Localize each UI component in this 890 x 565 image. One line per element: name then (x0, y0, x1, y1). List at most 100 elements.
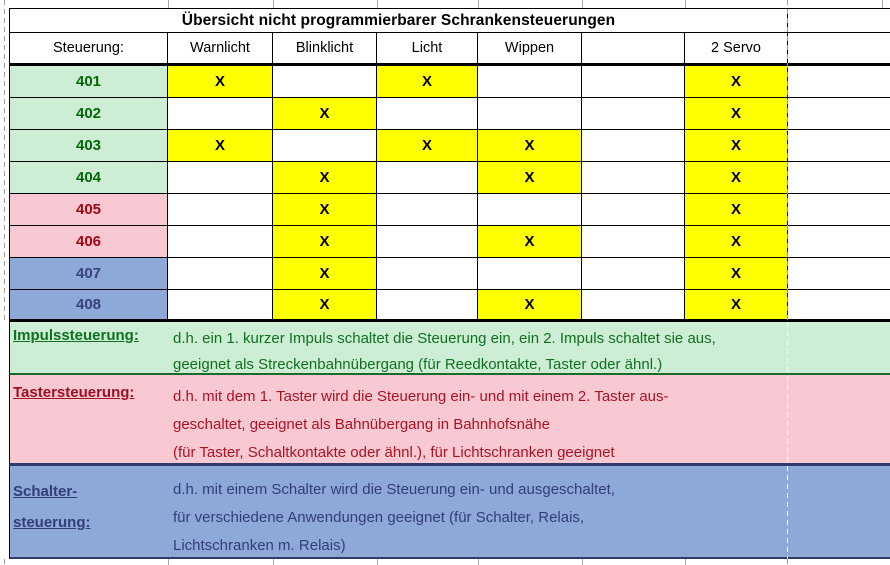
tail-cell (788, 9, 890, 32)
mark-cell[interactable] (582, 290, 685, 319)
mark-cell[interactable] (478, 194, 582, 225)
mark-cell[interactable] (582, 66, 685, 97)
page-break-line-right (787, 322, 788, 559)
mark-cell[interactable]: X (478, 226, 582, 257)
legend-taster-line3: (für Taster, Schaltkontakte oder ähnl.),… (173, 444, 615, 461)
mark-cell[interactable]: X (377, 130, 478, 161)
table-row-406: 406 X X X (9, 226, 890, 258)
header-cell-wippen[interactable]: Wippen (478, 33, 582, 63)
mark-cell[interactable]: X (273, 290, 377, 319)
legend-taster-line2: geschaltet, geeignet als Bahnübergang in… (173, 416, 550, 433)
legend-impulssteuerung[interactable]: Impulssteuerung: d.h. ein 1. kurzer Impu… (9, 322, 890, 375)
mark-cell[interactable] (168, 98, 273, 129)
mark-cell[interactable]: X (478, 290, 582, 319)
gridline (582, 559, 583, 565)
mark-cell[interactable] (478, 98, 582, 129)
row-id-cell[interactable]: 407 (9, 258, 168, 289)
mark-cell[interactable]: X (377, 66, 478, 97)
page-break-line-left (4, 559, 5, 565)
page-break-line-right (787, 0, 788, 322)
mark-cell[interactable] (168, 162, 273, 193)
mark-cell[interactable] (168, 194, 273, 225)
mark-cell[interactable] (273, 130, 377, 161)
header-cell-blinklicht[interactable]: Blinklicht (273, 33, 377, 63)
mark-cell[interactable] (168, 258, 273, 289)
row-id-cell[interactable]: 401 (9, 66, 168, 97)
header-cell-2servo[interactable]: 2 Servo (685, 33, 788, 63)
header-cell-licht[interactable]: Licht (377, 33, 478, 63)
barrier-control-table: Übersicht nicht programmierbarer Schrank… (9, 8, 890, 559)
tail-cell (788, 130, 890, 161)
legend-impuls-text: d.h. ein 1. kurzer Impuls schaltet die S… (173, 322, 716, 378)
mark-cell[interactable]: X (685, 194, 788, 225)
legend-schaltersteuerung[interactable]: Schalter- steuerung: d.h. mit einem Scha… (9, 466, 890, 559)
gridline (582, 0, 583, 8)
mark-cell[interactable]: X (685, 290, 788, 319)
table-row-407: 407 X X (9, 258, 890, 290)
mark-cell[interactable]: X (273, 226, 377, 257)
tail-cell (788, 226, 890, 257)
page-title[interactable]: Übersicht nicht programmierbarer Schrank… (9, 9, 788, 32)
gridline (685, 559, 686, 565)
legend-schalter-label-line2: steuerung: (13, 514, 91, 531)
tail-cell (788, 98, 890, 129)
legend-tastersteuerung[interactable]: Tastersteuerung: d.h. mit dem 1. Taster … (9, 375, 890, 466)
tail-cell (788, 258, 890, 289)
gridline (685, 0, 686, 8)
mark-cell[interactable] (377, 194, 478, 225)
header-cell-warnlicht[interactable]: Warnlicht (168, 33, 273, 63)
mark-cell[interactable] (168, 226, 273, 257)
mark-cell[interactable]: X (273, 258, 377, 289)
mark-cell[interactable] (582, 162, 685, 193)
mark-cell[interactable] (377, 226, 478, 257)
mark-cell[interactable]: X (168, 130, 273, 161)
header-cell-steuerung[interactable]: Steuerung: (9, 33, 168, 63)
mark-cell[interactable] (377, 98, 478, 129)
legend-impuls-line2: geeignet als Streckenbahnübergang (für R… (173, 356, 663, 373)
mark-cell[interactable]: X (685, 130, 788, 161)
mark-cell[interactable]: X (685, 98, 788, 129)
mark-cell[interactable]: X (273, 194, 377, 225)
tail-cell (788, 33, 890, 63)
row-id-cell[interactable]: 405 (9, 194, 168, 225)
row-id-cell[interactable]: 403 (9, 130, 168, 161)
table-row-404: 404 X X X (9, 162, 890, 194)
mark-cell[interactable] (377, 258, 478, 289)
mark-cell[interactable] (582, 98, 685, 129)
mark-cell[interactable] (582, 258, 685, 289)
mark-cell[interactable] (478, 66, 582, 97)
header-cell-empty[interactable] (582, 33, 685, 63)
mark-cell[interactable]: X (273, 162, 377, 193)
legend-impuls-label: Impulssteuerung: (13, 327, 139, 344)
mark-cell[interactable] (168, 290, 273, 319)
row-id-cell[interactable]: 402 (9, 98, 168, 129)
gridline (168, 0, 169, 8)
mark-cell[interactable]: X (478, 162, 582, 193)
table-row-405: 405 X X (9, 194, 890, 226)
mark-cell[interactable] (582, 194, 685, 225)
tail-cell (788, 290, 890, 319)
table-row-402: 402 X X (9, 98, 890, 130)
row-id-cell[interactable]: 404 (9, 162, 168, 193)
mark-cell[interactable]: X (685, 66, 788, 97)
gridline (478, 559, 479, 565)
mark-cell[interactable] (582, 130, 685, 161)
mark-cell[interactable]: X (478, 130, 582, 161)
mark-cell[interactable] (273, 66, 377, 97)
mark-cell[interactable]: X (168, 66, 273, 97)
mark-cell[interactable]: X (685, 226, 788, 257)
gridline (478, 0, 479, 8)
table-row-408: 408 X X X (9, 290, 890, 322)
mark-cell[interactable] (377, 290, 478, 319)
row-id-cell[interactable]: 406 (9, 226, 168, 257)
mark-cell[interactable] (377, 162, 478, 193)
mark-cell[interactable]: X (273, 98, 377, 129)
legend-schalter-label-line1: Schalter- (13, 483, 78, 500)
mark-cell[interactable] (582, 226, 685, 257)
row-id-cell[interactable]: 408 (9, 290, 168, 319)
gridline (377, 0, 378, 8)
mark-cell[interactable]: X (685, 162, 788, 193)
mark-cell[interactable]: X (685, 258, 788, 289)
mark-cell[interactable] (478, 258, 582, 289)
